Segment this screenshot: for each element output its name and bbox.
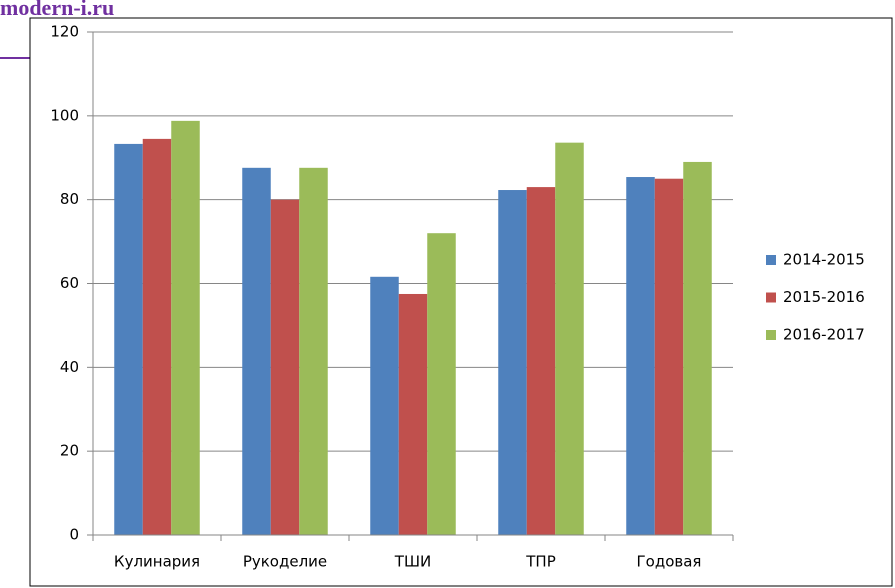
bar <box>398 293 428 535</box>
bar <box>427 233 456 535</box>
bar <box>555 142 584 535</box>
bar <box>299 167 328 535</box>
legend-label: 2014-2015 <box>783 251 865 269</box>
bar <box>498 190 527 536</box>
y-tick-label: 80 <box>60 190 79 208</box>
bar <box>626 177 655 535</box>
x-tick-label: ТПР <box>525 553 556 571</box>
bar <box>242 167 271 535</box>
y-tick-label: 20 <box>60 442 79 460</box>
x-tick-label: Рукоделие <box>243 553 327 571</box>
watermark: modern-i.ru <box>0 0 114 20</box>
legend-label: 2015-2016 <box>783 288 865 306</box>
bar <box>142 138 172 535</box>
bar <box>370 276 399 535</box>
legend-swatch <box>766 255 776 265</box>
bar <box>171 120 200 535</box>
legend-label: 2016-2017 <box>783 326 865 344</box>
legend-swatch <box>766 330 776 340</box>
y-tick-label: 0 <box>69 526 79 544</box>
x-tick-label: ТШИ <box>394 553 431 571</box>
legend-swatch <box>766 292 776 303</box>
y-tick-label: 60 <box>60 274 79 292</box>
bar <box>654 178 684 536</box>
x-tick-label: Годовая <box>637 553 702 571</box>
bar <box>683 161 712 536</box>
bar <box>270 199 300 535</box>
y-tick-label: 120 <box>50 23 79 41</box>
x-tick-label: Кулинария <box>114 553 200 571</box>
bar <box>526 187 556 535</box>
y-tick-label: 40 <box>60 358 79 376</box>
y-tick-label: 100 <box>50 106 79 124</box>
bar <box>114 143 143 536</box>
